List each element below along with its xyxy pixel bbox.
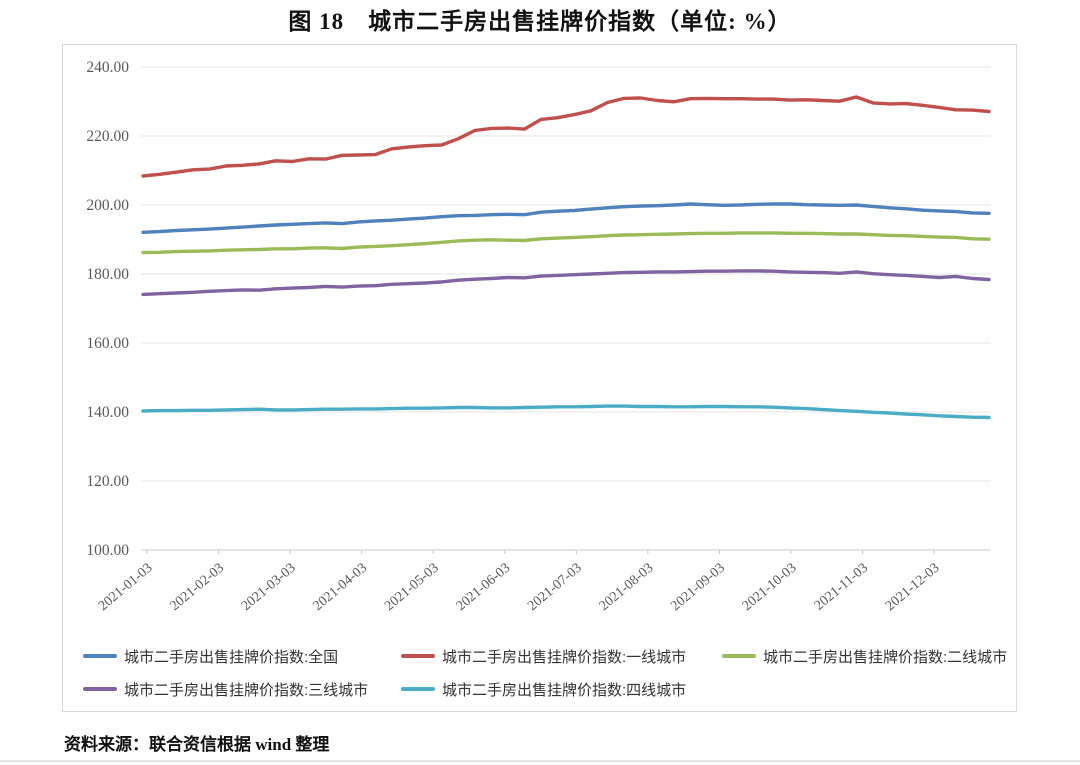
series-line-tier4 [141, 404, 991, 420]
x-axis-tick-label: 2021-11-03 [812, 561, 871, 614]
series-line-tier3 [141, 269, 991, 297]
y-axis-tick-label: 200.00 [86, 197, 129, 214]
legend-swatch-tier4-icon [401, 687, 435, 691]
legend-swatch-tier3-icon [83, 687, 117, 691]
series-line-tier1 [141, 95, 991, 178]
x-axis-tick-label: 2021-05-03 [382, 561, 442, 614]
y-axis-tick-label: 240.00 [86, 59, 129, 76]
legend-swatch-tier2-icon [722, 654, 756, 658]
y-axis-tick-label: 120.00 [86, 473, 129, 490]
bottom-divider [0, 760, 1080, 762]
x-axis-tick-label: 2021-04-03 [311, 561, 371, 614]
series-line-tier2 [141, 231, 991, 255]
legend-label-tier3: 城市二手房出售挂牌价指数:三线城市 [124, 681, 369, 699]
line-chart: 100.00 120.00 140.00 160.00 180.00 200.00 220.… [86, 59, 991, 614]
x-axis-tick-label: 2021-03-03 [239, 561, 299, 614]
chart-container: 100.00 120.00 140.00 160.00 180.00 200.00 220.… [62, 44, 1017, 712]
x-axis-tick-label: 2021-12-03 [883, 561, 943, 614]
x-axis-tick-label: 2021-07-03 [525, 561, 585, 614]
y-axis-tick-label: 220.00 [86, 128, 129, 145]
legend-label-national: 城市二手房出售挂牌价指数:全国 [124, 648, 339, 666]
x-axis-tick-label: 2021-01-03 [96, 561, 156, 614]
legend-item-tier1: 城市二手房出售挂牌价指数:一线城市 [401, 645, 686, 667]
x-axis-tick-label: 2021-06-03 [454, 561, 514, 614]
legend-swatch-tier1-icon [401, 654, 435, 658]
figure-title: 图 18 城市二手房出售挂牌价指数（单位: %） [288, 9, 792, 34]
y-axis-tick-label: 160.00 [86, 335, 129, 352]
series-line-national [141, 202, 991, 235]
x-axis-tick-label: 2021-10-03 [740, 561, 800, 614]
legend-swatch-national-icon [83, 654, 117, 658]
legend-label-tier4: 城市二手房出售挂牌价指数:四线城市 [442, 681, 687, 699]
legend-item-tier3: 城市二手房出售挂牌价指数:三线城市 [83, 678, 368, 700]
source-note: 资料来源：联合资信根据 wind 整理 [64, 735, 330, 754]
y-axis-tick-label: 100.00 [86, 542, 129, 559]
y-axis-tick-label: 180.00 [86, 266, 129, 283]
legend-item-national: 城市二手房出售挂牌价指数:全国 [83, 645, 338, 667]
legend-item-tier4: 城市二手房出售挂牌价指数:四线城市 [401, 678, 686, 700]
x-axis-tick-label: 2021-02-03 [167, 561, 227, 614]
legend-label-tier2: 城市二手房出售挂牌价指数:二线城市 [763, 648, 1008, 666]
x-axis-tick-label: 2021-09-03 [668, 561, 728, 614]
y-axis-tick-label: 140.00 [86, 404, 129, 421]
x-axis-tick-label: 2021-08-03 [597, 561, 657, 614]
legend-label-tier1: 城市二手房出售挂牌价指数:一线城市 [442, 648, 687, 666]
legend-item-tier2: 城市二手房出售挂牌价指数:二线城市 [722, 645, 1007, 667]
